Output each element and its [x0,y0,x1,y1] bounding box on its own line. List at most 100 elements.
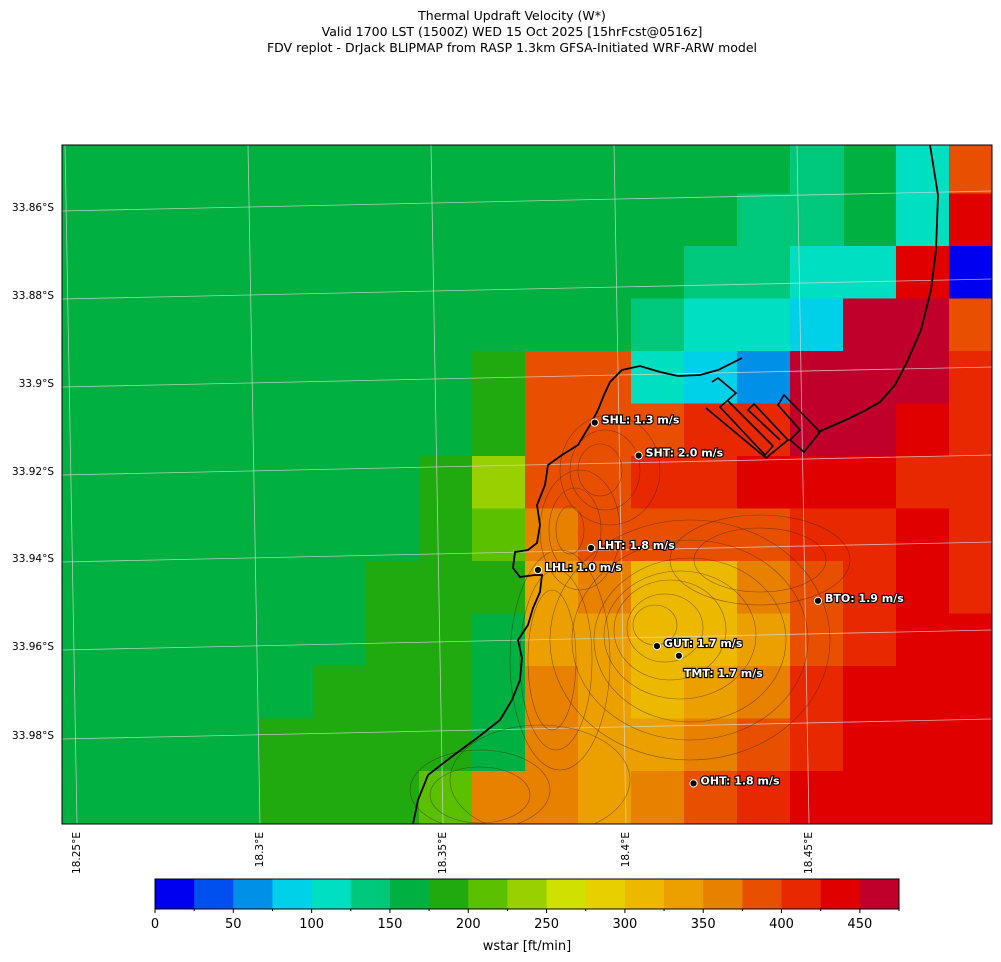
grid-cell [790,145,844,195]
grid-cell [737,246,791,300]
grid-cell [684,823,738,824]
grid-cell [631,823,685,824]
station: TMT: 1.7 m/s [674,651,764,681]
colorbar-swatch [703,879,743,909]
grid-cell [472,718,526,772]
station-label: LHL: 1.0 m/s [545,561,622,574]
grid-cell [631,456,685,510]
grid-cell [790,246,844,300]
grid-cell [366,718,420,772]
grid-cell [525,718,579,772]
station: LHT: 1.8 m/s [586,538,676,553]
grid-cell [260,771,314,824]
graticule-meridian [613,145,627,824]
title-block: Thermal Updraft Velocity (W*) Valid 1700… [0,8,1001,56]
grid-cell [472,823,526,824]
contour-line [569,429,641,511]
station: SHL: 1.3 m/s [590,413,681,428]
station-label: SHL: 1.3 m/s [602,414,680,427]
lon-label: 18.35°E [437,832,449,874]
contour-line [548,487,602,573]
contour-line [613,579,727,681]
grid-cell [525,508,579,562]
grid-cell [525,613,579,667]
grid-cell [896,246,950,300]
lat-label: 33.9°S [19,378,55,390]
grid-cell [896,771,950,824]
grid-cell [737,456,791,510]
grid-cell [737,298,791,352]
lat-label: 33.92°S [12,466,54,478]
grid-cell [896,351,950,405]
colorbar-swatch [350,879,391,909]
graticule-parallel [62,278,992,300]
colorbar-swatch [468,879,508,909]
wstar-grid-cells [62,145,992,824]
grid-cell [843,718,897,772]
grid-cell [62,145,773,195]
grid-cell [578,561,632,615]
grid-cell [631,561,685,615]
grid-cell [843,456,897,510]
colorbar-swatch [194,879,234,909]
grid-cell [843,508,897,562]
grid-cell [843,666,897,720]
grid-cell [419,613,473,667]
grid-cell [419,561,473,615]
grid-cell [949,718,992,772]
grid-cell [949,508,992,562]
grid-cell [896,561,950,615]
grid-cell [472,508,526,562]
colorbar-swatch [311,879,352,909]
grid-cell [631,298,685,352]
grid-cell [737,403,791,457]
grid-cell [949,666,992,720]
coastline-east [817,145,939,433]
colorbar-swatch [624,879,665,909]
grid-cell [790,666,844,720]
station: SHT: 2.0 m/s [634,446,725,461]
grid-cell [313,823,367,824]
station-label: BTO: 1.9 m/s [825,592,904,605]
grid-cell [843,246,897,300]
graticule-parallel [62,629,992,651]
station-dot [689,779,698,788]
grid-cell [790,823,844,824]
grid-cell [684,561,738,615]
grid-cell [790,403,844,457]
grid-cell [737,823,791,824]
grid-cell [790,613,844,667]
grid-cell [631,718,685,772]
longitude-labels: 18.25°E 18.3°E 18.35°E 18.4°E 18.45°E [71,832,815,874]
grid-cell [525,666,579,720]
colorbar-swatch [546,879,587,909]
grid-cell [843,823,897,824]
grid-cell [313,718,367,772]
grid-cell [684,351,738,405]
grid-cell [737,718,791,772]
grid-cell [843,298,897,352]
grid-cell [472,561,526,615]
grid-cell [896,613,950,667]
station-label: GUT: 1.7 m/s [664,637,743,650]
grid-cell [684,246,738,300]
station-label: TMT: 1.7 m/s [684,667,763,680]
contour-line [449,724,631,824]
contour-line [429,766,531,824]
contour-line [626,593,704,663]
grid-cell [631,771,685,824]
colorbar-swatch [859,879,900,909]
grid-cell [949,823,992,824]
grid-cell [896,718,950,772]
title-line-1: Thermal Updraft Velocity (W*) [418,8,606,23]
lat-label: 33.98°S [12,730,54,742]
colorbar-ticks: 0 50 100 150 200 250 300 350 400 450 [151,909,900,932]
station-label: OHT: 1.8 m/s [701,774,780,787]
grid-cell [578,771,632,824]
grid-cell [843,351,897,405]
grid-cell [737,351,791,405]
colorbar-swatch [155,879,195,909]
grid-cell [525,823,579,824]
grid-cell [896,145,950,195]
colorbar-swatch [272,879,313,909]
